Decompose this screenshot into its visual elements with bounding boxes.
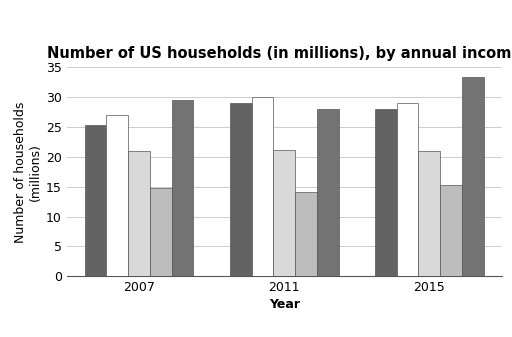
- Y-axis label: Number of households
(millions): Number of households (millions): [14, 101, 41, 243]
- Bar: [440, 185, 462, 276]
- Bar: [150, 188, 172, 276]
- Bar: [397, 103, 418, 276]
- X-axis label: Year: Year: [269, 298, 300, 311]
- Bar: [462, 77, 484, 276]
- Bar: [128, 151, 150, 276]
- Bar: [251, 97, 273, 276]
- Bar: [317, 109, 338, 276]
- Bar: [172, 100, 194, 276]
- Bar: [273, 150, 295, 276]
- Bar: [84, 125, 106, 276]
- Bar: [230, 103, 251, 276]
- Title: Number of US households (in millions), by annual income: Number of US households (in millions), b…: [47, 46, 512, 61]
- Bar: [418, 151, 440, 276]
- Bar: [295, 192, 317, 276]
- Bar: [106, 115, 128, 276]
- Bar: [375, 109, 397, 276]
